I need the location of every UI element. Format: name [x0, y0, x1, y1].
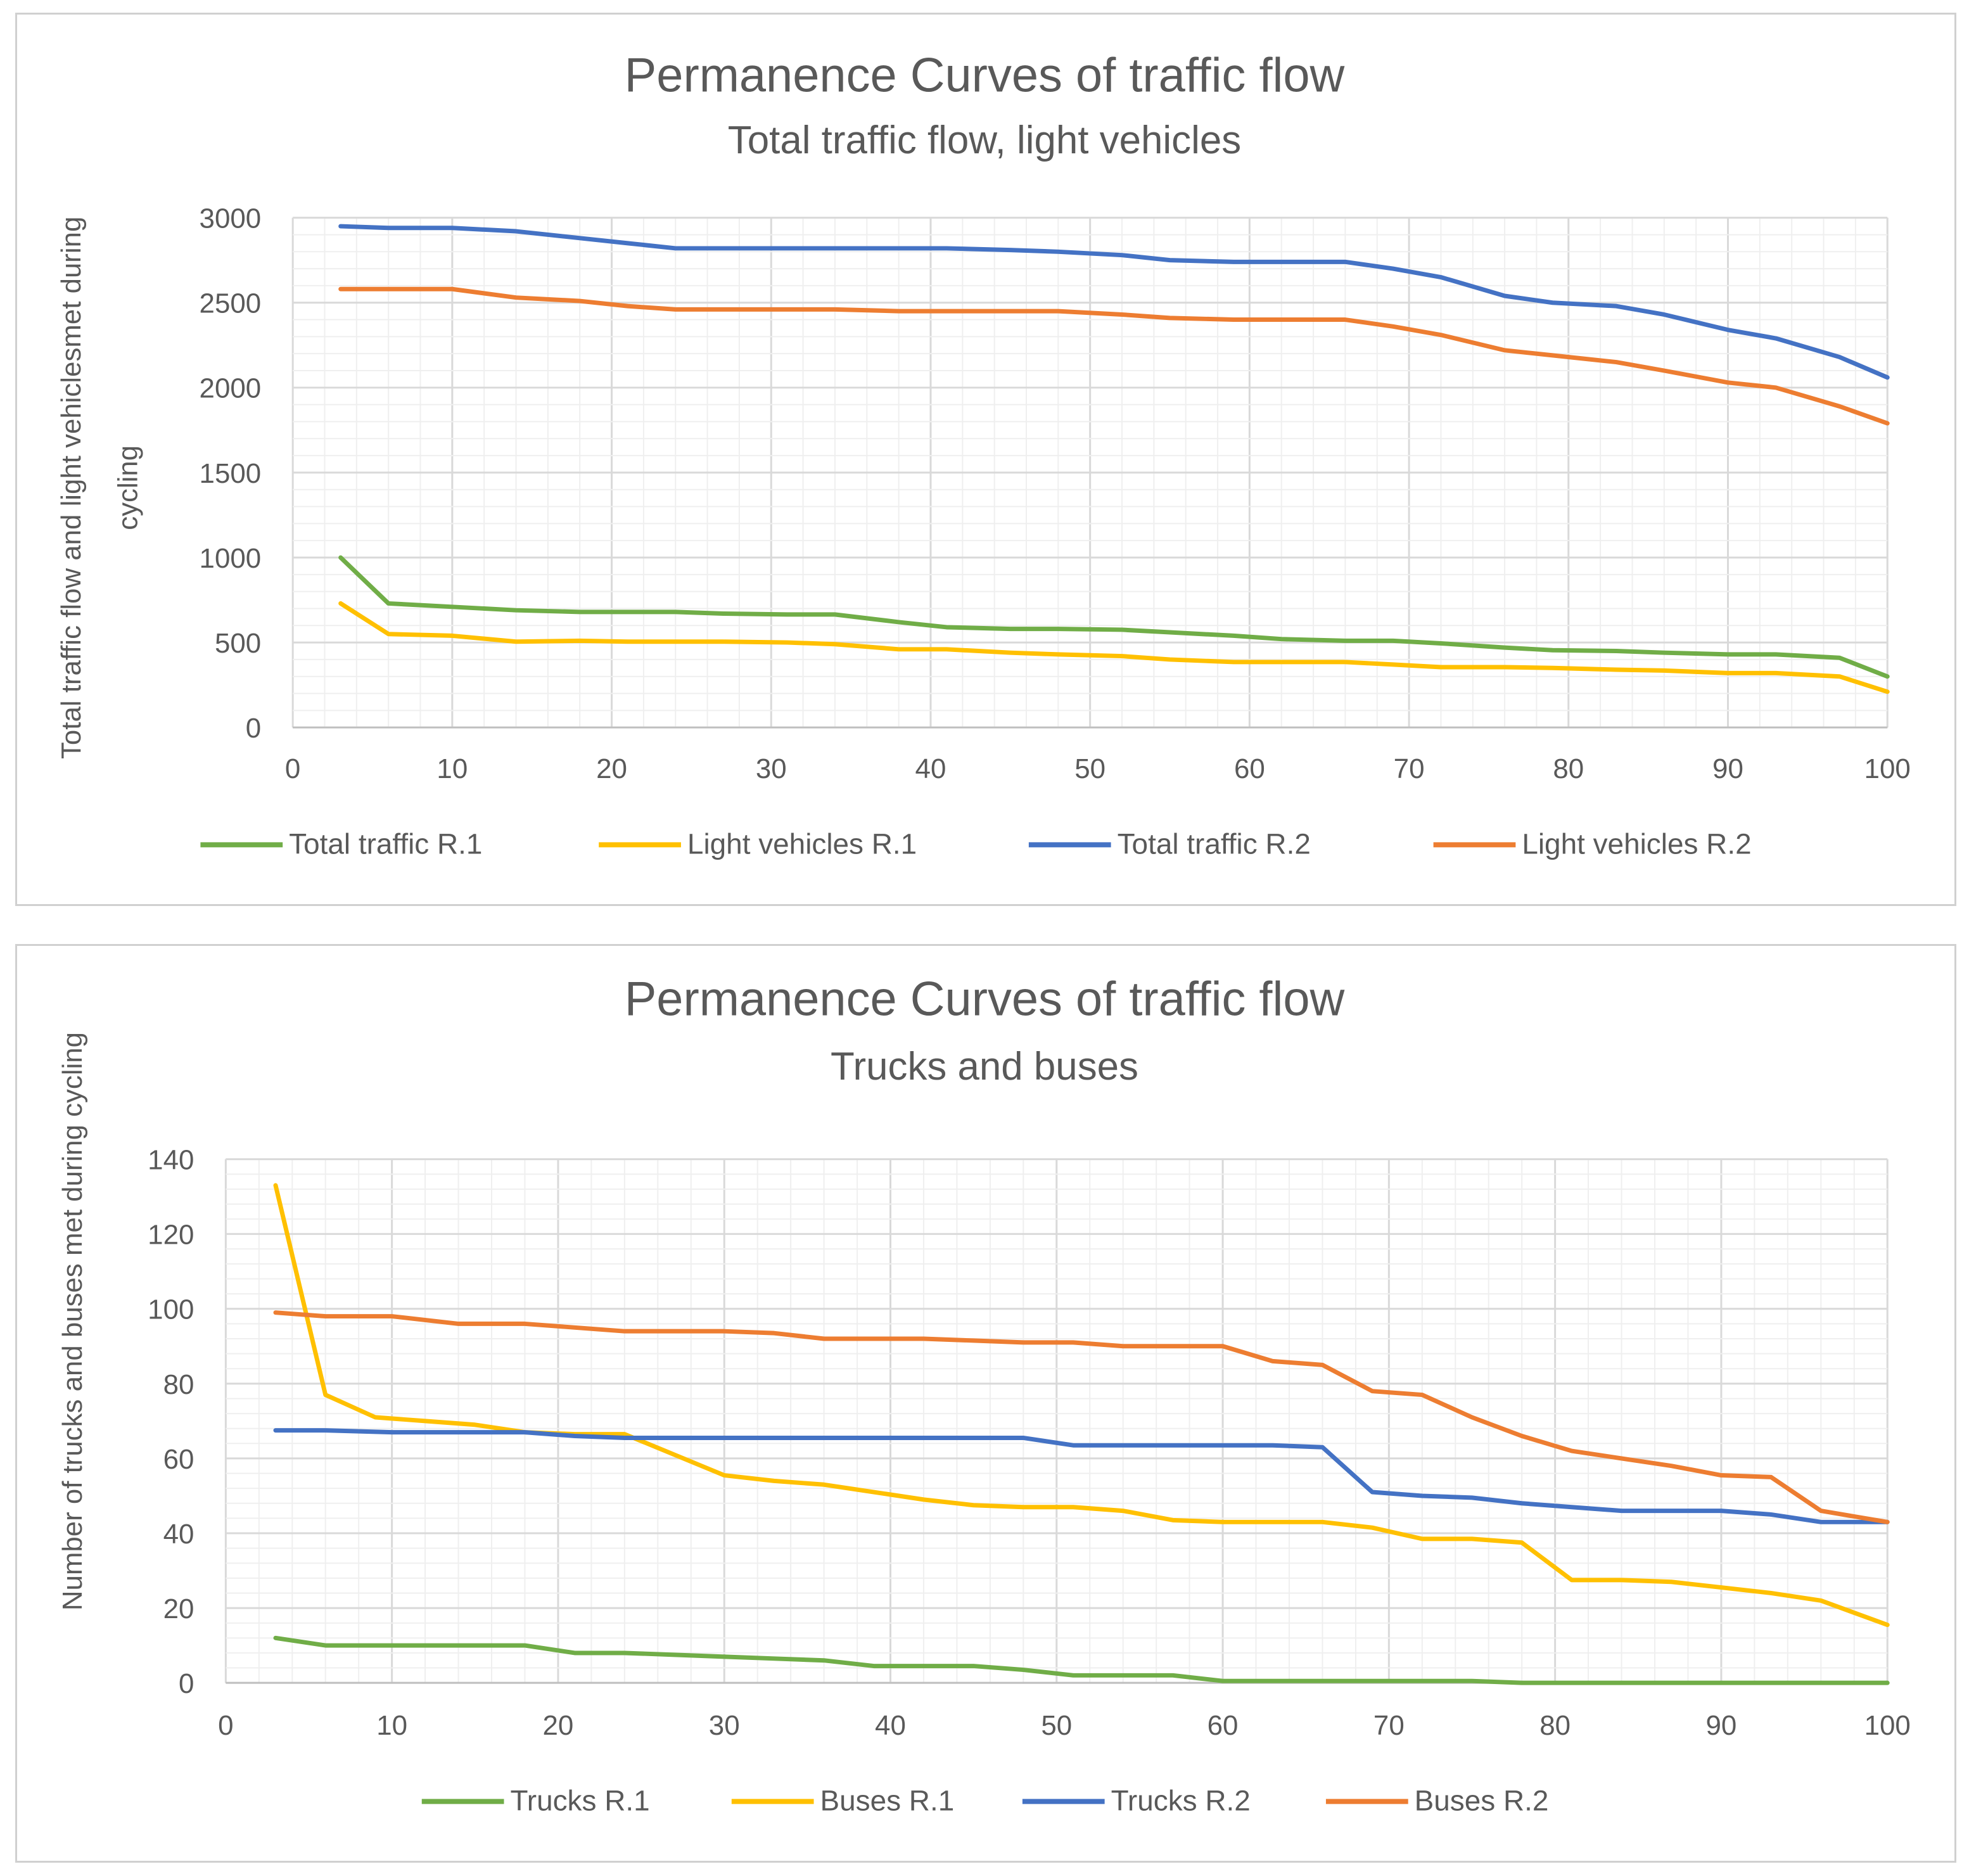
legend-label: Trucks R.1 [510, 1783, 649, 1816]
x-tick-label: 100 [1864, 753, 1911, 784]
x-tick-label: 80 [1539, 1710, 1571, 1741]
trucks-buses-chart: Permanence Curves of traffic flow Trucks… [57, 973, 1911, 1817]
y-tick-label: 1000 [200, 543, 262, 574]
legend-label: Total traffic R.2 [1118, 827, 1311, 860]
legend-label: Buses R.2 [1415, 1783, 1549, 1816]
y-tick-label: 0 [179, 1668, 194, 1699]
legend: Total traffic R.1 Light vehicles R.1 Total… [200, 827, 1752, 860]
y-tick-label: 60 [163, 1444, 194, 1475]
y-tick-label: 140 [148, 1145, 194, 1176]
y-tick-label: 1500 [200, 458, 262, 489]
legend-item: Total traffic R.2 [1028, 827, 1311, 860]
y-axis-title-line-1: Number of trucks and buses met during cy… [57, 1032, 88, 1611]
x-tick-label: 100 [1864, 1710, 1911, 1741]
legend: Trucks R.1 Buses R.1 Trucks R.2 Buses R.2 [421, 1783, 1549, 1816]
legend-item: Total traffic R.1 [200, 827, 482, 860]
series-line-light-vehicles-r-2 [338, 286, 1890, 426]
chart-subtitle: Total traffic flow, light vehicles [728, 118, 1241, 162]
x-tick-label: 0 [218, 1710, 233, 1741]
x-tick-label: 10 [376, 1710, 407, 1741]
series-line-light-vehicles-r-1 [338, 601, 1890, 694]
legend-item: Trucks R.1 [421, 1783, 650, 1816]
gridlines [224, 1158, 1889, 1684]
gridlines [291, 217, 1889, 729]
x-tick-label: 30 [756, 753, 787, 784]
y-axis-title-line-1: Total traffic flow and light vehiclesmet… [56, 217, 87, 759]
legend-item: Light vehicles R.2 [1433, 827, 1752, 860]
x-tick-label: 70 [1394, 753, 1425, 784]
x-tick-label: 60 [1208, 1710, 1239, 1741]
series-line-buses-r-1 [273, 1183, 1890, 1628]
legend-label: Trucks R.2 [1111, 1783, 1251, 1816]
legend-label: Light vehicles R.2 [1522, 827, 1751, 860]
y-tick-label: 2000 [200, 373, 262, 404]
chart-subtitle: Trucks and buses [831, 1045, 1138, 1088]
x-tick-label: 0 [285, 753, 300, 784]
legend-item: Buses R.2 [1325, 1783, 1549, 1816]
x-tick-label: 90 [1705, 1710, 1736, 1741]
y-tick-label: 0 [246, 713, 261, 744]
x-tick-label: 70 [1373, 1710, 1405, 1741]
traffic-flow-light-vehicles-chart: Permanence Curves of traffic flow Total … [56, 49, 1911, 860]
y-axis-title-line-2: cycling [113, 445, 144, 530]
y-tick-label: 500 [215, 628, 261, 659]
series-line-total-traffic-r-2 [338, 224, 1890, 380]
x-tick-label: 10 [436, 753, 468, 784]
series-line-trucks-r-2 [273, 1428, 1890, 1524]
y-tick-label: 2500 [200, 288, 262, 319]
legend-item: Light vehicles R.1 [599, 827, 917, 860]
y-tick-label: 120 [148, 1220, 194, 1251]
x-tick-label: 20 [596, 753, 627, 784]
y-tick-label: 100 [148, 1294, 194, 1325]
y-axis-title: Total traffic flow and light vehiclesmet… [56, 217, 144, 759]
chart-panel-top: Permanence Curves of traffic flow Total … [15, 13, 1956, 906]
y-tick-label: 40 [163, 1519, 194, 1550]
legend-label: Total traffic R.1 [289, 827, 482, 860]
series-line-trucks-r-1 [273, 1635, 1890, 1685]
x-tick-label: 40 [915, 753, 946, 784]
y-axis-title: Number of trucks and buses met during cy… [57, 1032, 88, 1611]
legend-item: Buses R.1 [731, 1783, 955, 1816]
x-tick-label: 60 [1234, 753, 1265, 784]
legend-label: Buses R.1 [820, 1783, 955, 1816]
x-tick-label: 50 [1041, 1710, 1072, 1741]
x-tick-label: 30 [709, 1710, 740, 1741]
x-tick-label: 40 [875, 1710, 906, 1741]
legend-item: Trucks R.2 [1022, 1783, 1251, 1816]
series-line-total-traffic-r-1 [338, 555, 1890, 679]
y-tick-label: 80 [163, 1369, 194, 1400]
y-tick-label: 3000 [200, 203, 262, 234]
chart-panel-bottom: Permanence Curves of traffic flow Trucks… [15, 944, 1956, 1863]
legend-label: Light vehicles R.1 [687, 827, 917, 860]
chart-title: Permanence Curves of traffic flow [625, 973, 1345, 1026]
plot-area: 0 500 1000 1500 2000 2500 3000 0 10 20 30 40 50 60 70 8… [200, 203, 1911, 860]
x-tick-label: 90 [1712, 753, 1743, 784]
x-tick-label: 20 [542, 1710, 573, 1741]
x-tick-label: 80 [1553, 753, 1584, 784]
chart-title: Permanence Curves of traffic flow [625, 49, 1345, 103]
plot-area: 0 20 40 60 80 100 120 140 0 10 20 30 40 50 60 70 80 90 100… [148, 1145, 1911, 1817]
y-tick-label: 20 [163, 1593, 194, 1624]
series-line-buses-r-2 [273, 1310, 1890, 1524]
x-tick-label: 50 [1074, 753, 1106, 784]
